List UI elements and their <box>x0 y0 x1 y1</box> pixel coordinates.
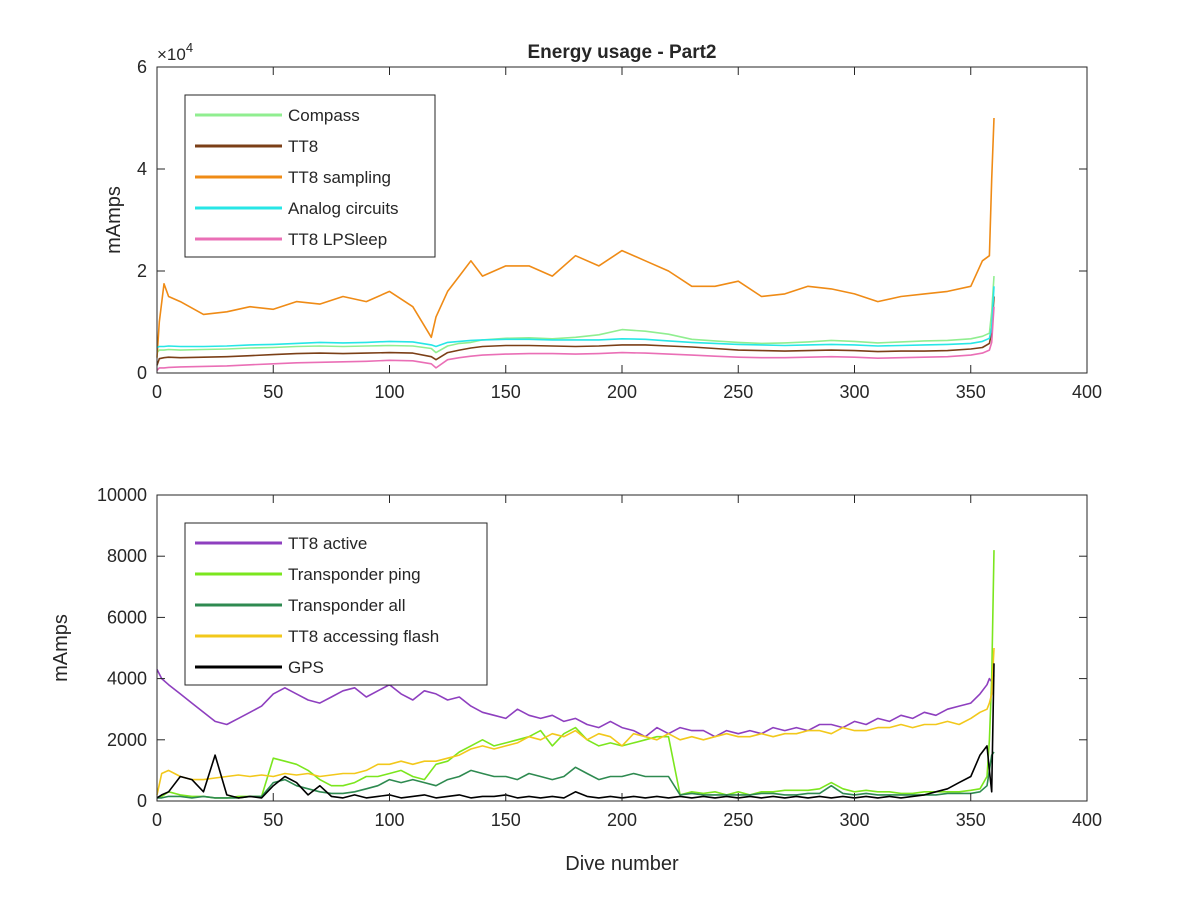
bottom-legend-label-1: Transponder ping <box>288 565 421 584</box>
top-series-lines <box>156 117 995 371</box>
top-legend-label-0: Compass <box>288 106 360 125</box>
top-legend-label-1: TT8 <box>288 137 318 156</box>
top-y-tick-label: 0 <box>137 363 147 383</box>
bottom-x-tick-label: 150 <box>491 810 521 830</box>
bottom-y-ticks: 0 2000 4000 6000 8000 10000 <box>97 485 1087 811</box>
bottom-x-tick-label: 100 <box>374 810 404 830</box>
bottom-series-line-2 <box>157 751 995 799</box>
top-y-tick-label: 6 <box>137 57 147 77</box>
bottom-x-ticks: 0 50 100 150 200 250 300 350 400 <box>152 495 1102 830</box>
top-series-line-3 <box>156 286 995 349</box>
bottom-series-lines <box>156 550 995 799</box>
top-x-tick-label: 100 <box>374 382 404 402</box>
top-x-tick-label: 0 <box>152 382 162 402</box>
top-chart-title: Energy usage - Part2 <box>527 42 716 63</box>
top-series-line-1 <box>156 296 995 366</box>
bottom-y-axis-label: mAmps <box>50 614 72 682</box>
top-legend-label-4: TT8 LPSleep <box>288 230 387 249</box>
bottom-y-tick-label: 2000 <box>107 730 147 750</box>
top-y-exponent-base: ×10 <box>157 45 186 64</box>
top-y-tick-label: 2 <box>137 261 147 281</box>
bottom-series-line-4 <box>156 663 995 799</box>
bottom-x-tick-label: 350 <box>956 810 986 830</box>
top-x-tick-label: 50 <box>263 382 283 402</box>
bottom-x-tick-label: 300 <box>839 810 869 830</box>
bottom-y-tick-label: 8000 <box>107 546 147 566</box>
top-y-tick-label: 4 <box>137 159 147 179</box>
bottom-x-tick-label: 250 <box>723 810 753 830</box>
bottom-x-axis-label: Dive number <box>565 853 679 875</box>
top-legend-label-3: Analog circuits <box>288 199 399 218</box>
bottom-legend-label-3: TT8 accessing flash <box>288 627 439 646</box>
top-x-tick-label: 300 <box>839 382 869 402</box>
bottom-y-tick-label: 4000 <box>107 669 147 689</box>
top-series-line-0 <box>156 276 995 354</box>
bottom-series-line-3 <box>156 647 995 796</box>
top-legend: Compass TT8 TT8 sampling Analog circuits TT8… <box>184 94 436 258</box>
top-x-tick-label: 150 <box>491 382 521 402</box>
top-x-tick-label: 400 <box>1072 382 1102 402</box>
top-x-tick-label: 200 <box>607 382 637 402</box>
top-y-axis-label: mAmps <box>103 186 125 254</box>
bottom-series-line-0 <box>156 669 995 738</box>
bottom-x-tick-label: 50 <box>263 810 283 830</box>
bottom-y-tick-label: 10000 <box>97 485 147 505</box>
top-chart: 0 50 100 150 200 250 300 350 400 0 2 4 6 Energy usa… <box>103 40 1102 402</box>
bottom-chart: 0 50 100 150 200 250 300 350 400 0 2000 4000 6000 80… <box>50 485 1102 875</box>
bottom-x-tick-label: 0 <box>152 810 162 830</box>
top-x-ticks: 0 50 100 150 200 250 300 350 400 <box>152 67 1102 402</box>
top-x-tick-label: 350 <box>956 382 986 402</box>
top-legend-label-2: TT8 sampling <box>288 168 391 187</box>
top-series-line-4 <box>156 306 995 371</box>
top-y-exponent: ×104 <box>157 40 193 64</box>
bottom-x-tick-label: 200 <box>607 810 637 830</box>
bottom-legend-label-4: GPS <box>288 658 324 677</box>
bottom-x-tick-label: 400 <box>1072 810 1102 830</box>
bottom-legend: TT8 active Transponder ping Transponder al… <box>184 522 488 686</box>
bottom-legend-label-0: TT8 active <box>288 534 367 553</box>
bottom-y-tick-label: 0 <box>137 791 147 811</box>
bottom-legend-label-2: Transponder all <box>288 596 406 615</box>
top-y-ticks: 0 2 4 6 <box>137 57 1087 383</box>
top-series-line-2 <box>156 117 995 358</box>
top-y-exponent-power: 4 <box>186 40 193 55</box>
bottom-y-tick-label: 6000 <box>107 607 147 627</box>
top-x-tick-label: 250 <box>723 382 753 402</box>
